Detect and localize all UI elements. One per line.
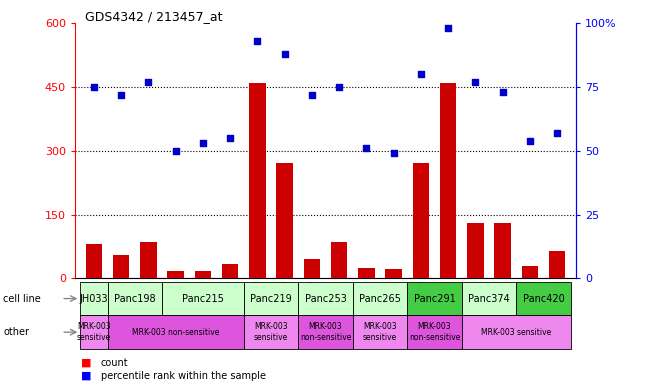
Point: [279, 51, 290, 57]
Bar: [167, 271, 184, 278]
Point: [89, 84, 99, 90]
Bar: [385, 269, 402, 278]
Text: GDS4342 / 213457_at: GDS4342 / 213457_at: [85, 10, 222, 23]
Bar: [298, 282, 353, 315]
Point: [497, 89, 508, 95]
Text: MRK-003
sensitive: MRK-003 sensitive: [363, 323, 397, 342]
Bar: [195, 271, 211, 278]
Text: MRK-003 non-sensitive: MRK-003 non-sensitive: [132, 328, 219, 337]
Bar: [353, 315, 408, 349]
Bar: [113, 255, 130, 278]
Text: MRK-003
sensitive: MRK-003 sensitive: [254, 323, 288, 342]
Point: [116, 91, 126, 98]
Point: [171, 147, 181, 154]
Text: Panc420: Panc420: [523, 293, 564, 304]
Text: MRK-003
non-sensitive: MRK-003 non-sensitive: [409, 323, 460, 342]
Bar: [413, 164, 429, 278]
Point: [552, 130, 562, 136]
Text: Panc265: Panc265: [359, 293, 401, 304]
Bar: [408, 282, 462, 315]
Point: [415, 71, 426, 77]
Point: [361, 145, 372, 151]
Bar: [243, 315, 298, 349]
Bar: [549, 251, 565, 278]
Bar: [331, 242, 347, 278]
Point: [252, 38, 262, 44]
Text: Panc215: Panc215: [182, 293, 224, 304]
Bar: [249, 83, 266, 278]
Bar: [298, 315, 353, 349]
Text: MRK-003
non-sensitive: MRK-003 non-sensitive: [300, 323, 351, 342]
Text: Panc374: Panc374: [468, 293, 510, 304]
Point: [525, 137, 535, 144]
Bar: [462, 315, 571, 349]
Text: Panc219: Panc219: [250, 293, 292, 304]
Text: Panc198: Panc198: [114, 293, 156, 304]
Point: [470, 79, 480, 85]
Text: MRK-003
sensitive: MRK-003 sensitive: [77, 323, 111, 342]
Bar: [107, 315, 243, 349]
Point: [389, 150, 399, 156]
Text: other: other: [3, 327, 29, 337]
Bar: [162, 282, 243, 315]
Text: count: count: [101, 358, 128, 368]
Text: ■: ■: [81, 371, 92, 381]
Bar: [516, 282, 571, 315]
Text: JH033: JH033: [79, 293, 108, 304]
Bar: [358, 268, 374, 278]
Bar: [467, 223, 484, 278]
Point: [198, 140, 208, 146]
Bar: [86, 244, 102, 278]
Bar: [140, 242, 157, 278]
Point: [143, 79, 154, 85]
Text: MRK-003 sensitive: MRK-003 sensitive: [481, 328, 551, 337]
Bar: [243, 282, 298, 315]
Bar: [277, 164, 293, 278]
Text: percentile rank within the sample: percentile rank within the sample: [101, 371, 266, 381]
Point: [334, 84, 344, 90]
Text: Panc253: Panc253: [305, 293, 346, 304]
Bar: [440, 83, 456, 278]
Bar: [353, 282, 408, 315]
Text: ■: ■: [81, 358, 92, 368]
Point: [307, 91, 317, 98]
Bar: [80, 315, 107, 349]
Text: cell line: cell line: [3, 293, 41, 304]
Bar: [107, 282, 162, 315]
Bar: [494, 223, 511, 278]
Point: [443, 25, 453, 31]
Bar: [408, 315, 462, 349]
Text: Panc291: Panc291: [413, 293, 455, 304]
Bar: [462, 282, 516, 315]
Bar: [80, 282, 107, 315]
Bar: [304, 259, 320, 278]
Bar: [521, 266, 538, 278]
Point: [225, 135, 236, 141]
Bar: [222, 263, 238, 278]
